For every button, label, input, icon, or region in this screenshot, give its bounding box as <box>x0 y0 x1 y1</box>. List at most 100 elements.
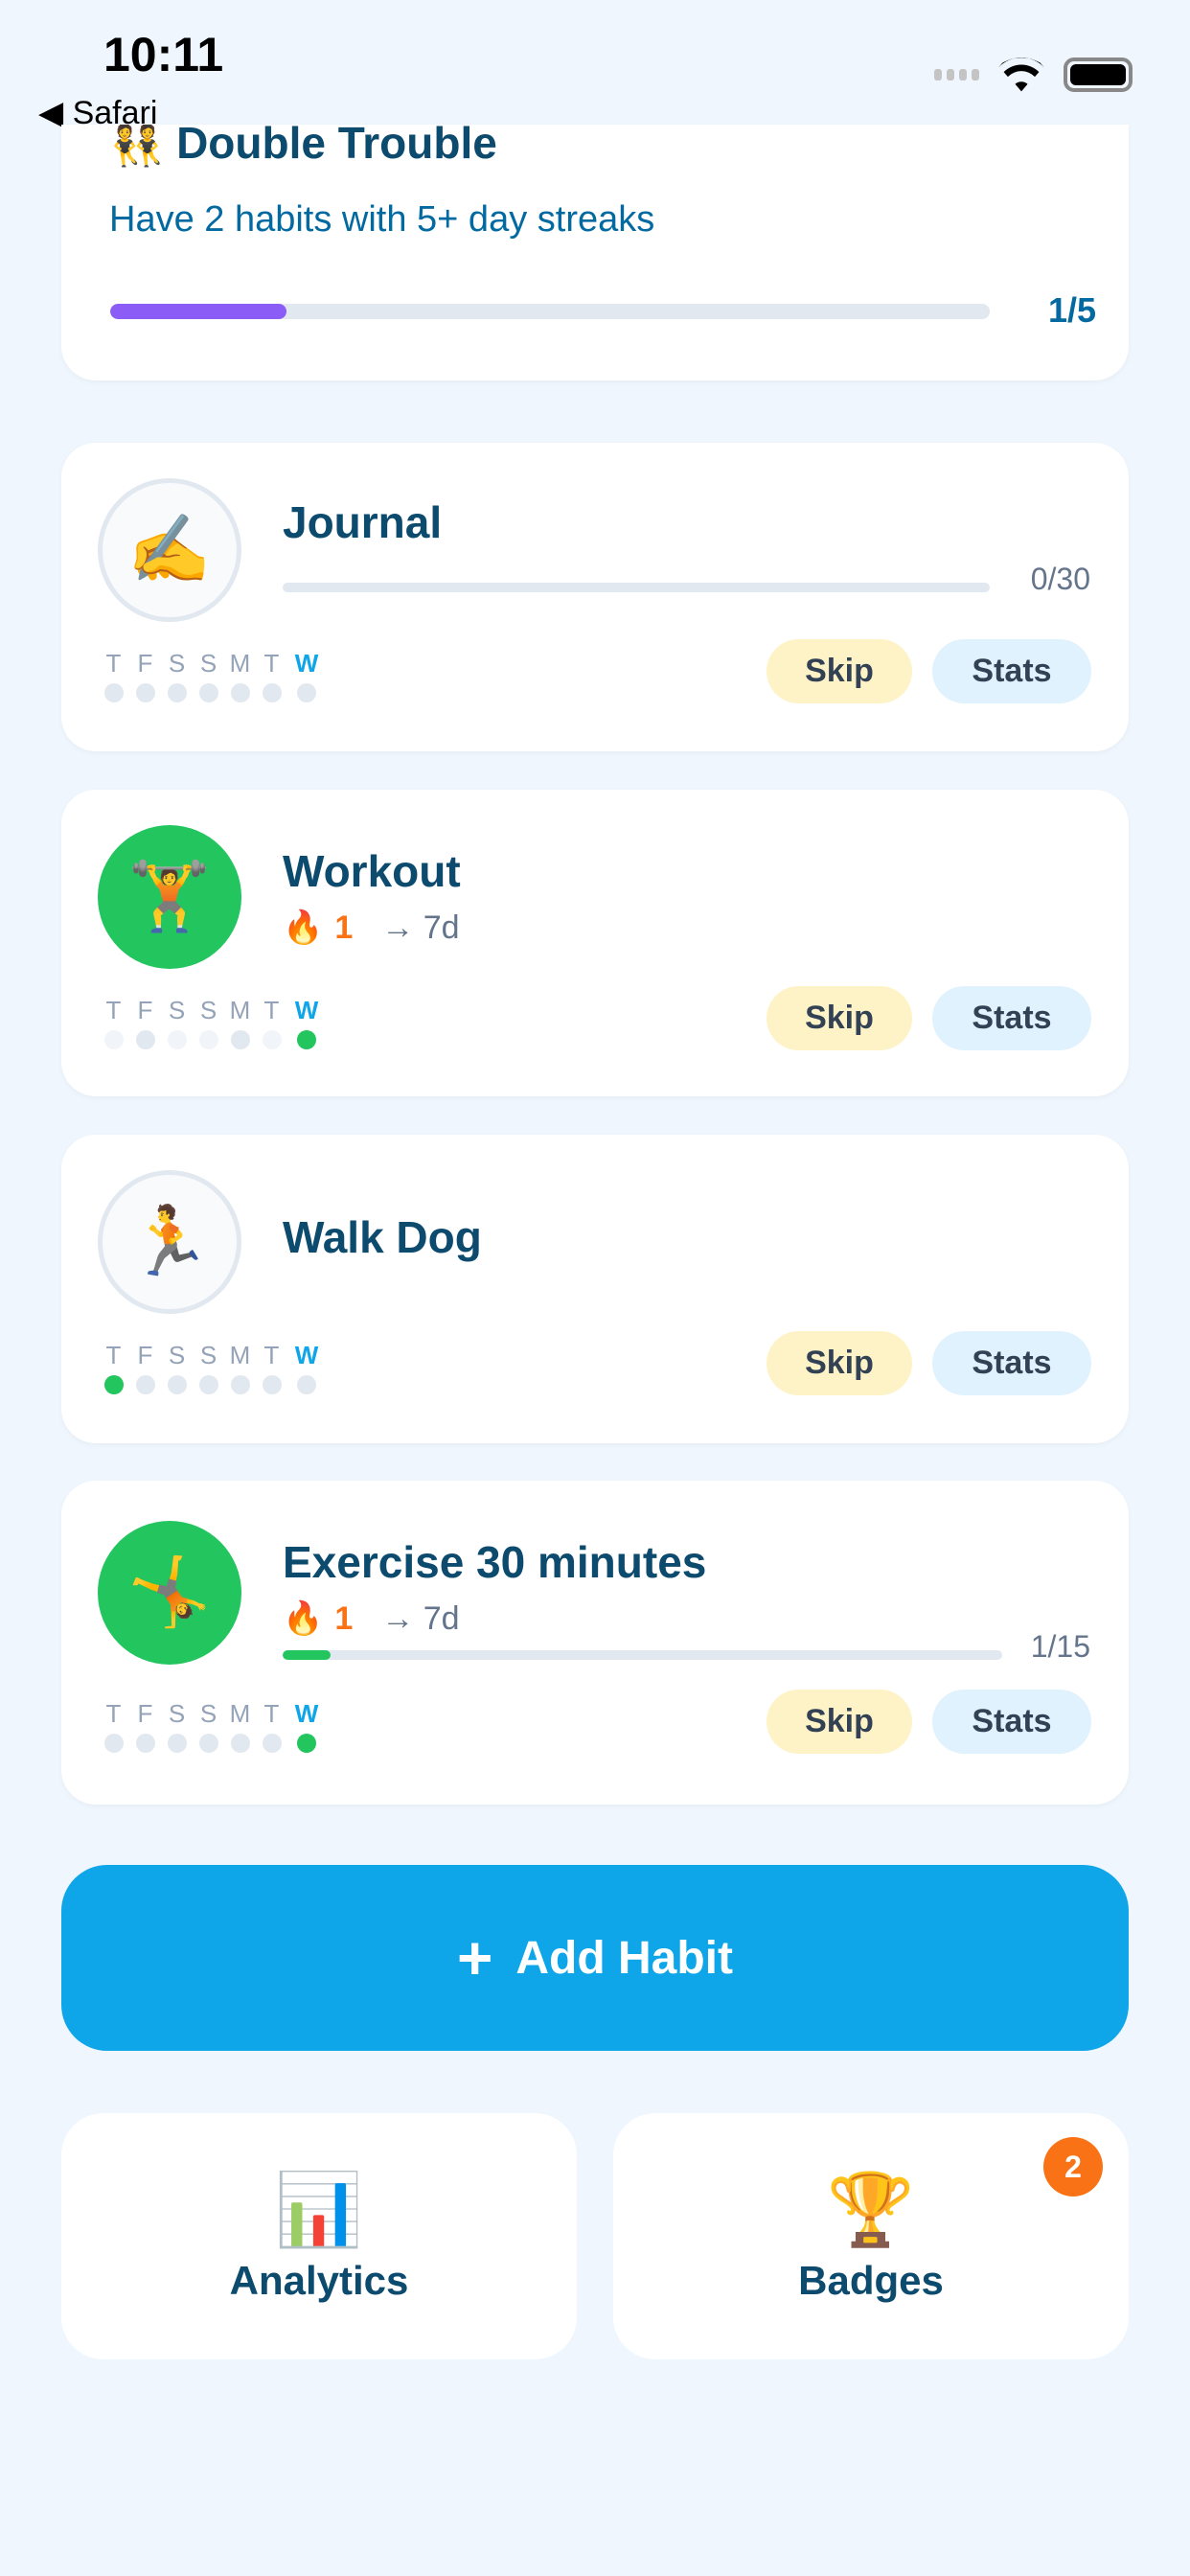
day-label: M <box>229 1341 251 1369</box>
challenge-subtitle: Have 2 habits with 5+ day streaks <box>109 199 655 240</box>
habit-count: 1/15 <box>1030 1629 1090 1664</box>
challenge-title: 👯 Double Trouble <box>109 125 497 170</box>
wifi-icon <box>998 58 1044 92</box>
day-dot-light <box>161 1030 193 1049</box>
bar-chart-icon: 📊 <box>274 2170 364 2249</box>
plus-icon: + <box>456 1923 493 1992</box>
day-dot-done <box>287 1030 326 1049</box>
habit-title: Walk Dog <box>283 1212 482 1262</box>
day-label: S <box>199 649 217 678</box>
day-dot-light <box>193 1030 224 1049</box>
stats-button[interactable]: Stats <box>932 639 1091 703</box>
analytics-label: Analytics <box>229 2258 409 2303</box>
skip-button[interactable]: Skip <box>767 986 912 1050</box>
day-label: S <box>168 1341 186 1369</box>
week-dots <box>98 1734 326 1753</box>
streak-count: 1 <box>334 1599 354 1637</box>
day-label: T <box>263 1699 280 1728</box>
day-dot-missed <box>224 1734 256 1753</box>
habit-card[interactable]: 🏋️ Workout 🔥 1 → 7d T F S S M T W Skip Stats <box>61 790 1129 1096</box>
week-dots <box>98 1030 326 1049</box>
day-label: T <box>105 1699 122 1728</box>
day-label: W <box>294 1341 319 1369</box>
habit-card[interactable]: 🏃 Walk Dog T F S S M T W Skip Stats <box>61 1135 1129 1443</box>
skip-button[interactable]: Skip <box>767 639 912 703</box>
day-dot-missed <box>98 1734 129 1753</box>
day-label: M <box>229 1699 251 1728</box>
analytics-button[interactable]: 📊 Analytics <box>61 2113 577 2359</box>
day-dot-missed <box>193 1734 224 1753</box>
day-dot-done <box>287 1734 326 1753</box>
stats-button[interactable]: Stats <box>932 1690 1091 1754</box>
challenge-progress-bar <box>110 304 990 319</box>
habit-emoji-icon[interactable]: 🏋️ <box>98 825 241 969</box>
day-label: S <box>199 1341 217 1369</box>
day-dot-missed <box>256 1375 287 1394</box>
day-dot-missed <box>129 1375 161 1394</box>
badges-count-badge: 2 <box>1043 2137 1103 2196</box>
day-label: W <box>294 649 319 678</box>
streak-goal: → 7d <box>381 908 460 946</box>
day-label: W <box>294 1699 319 1728</box>
fire-icon: 🔥 <box>283 1600 324 1637</box>
day-label: S <box>168 996 186 1024</box>
day-label: M <box>229 996 251 1024</box>
day-dot-missed <box>98 683 129 702</box>
day-dot-missed <box>129 683 161 702</box>
habit-streak: 🔥 1 → 7d <box>283 1599 460 1638</box>
skip-button[interactable]: Skip <box>767 1690 912 1754</box>
stats-button[interactable]: Stats <box>932 1331 1091 1395</box>
day-label: M <box>229 649 251 678</box>
day-dot-missed <box>161 1734 193 1753</box>
habit-card[interactable]: 🤸 Exercise 30 minutes 🔥 1 → 7d 1/15 T F S S M T W … <box>61 1481 1129 1805</box>
day-dot-missed <box>129 1030 161 1049</box>
signal-icon <box>934 69 979 80</box>
skip-button[interactable]: Skip <box>767 1331 912 1395</box>
trophy-icon: 🏆 <box>826 2170 916 2249</box>
day-label: F <box>137 1699 153 1728</box>
day-label: S <box>199 996 217 1024</box>
status-time: 10:11 <box>103 28 224 81</box>
habit-emoji-icon[interactable]: 🏃 <box>98 1170 241 1314</box>
day-label: T <box>263 996 280 1024</box>
day-dot-missed <box>193 683 224 702</box>
challenge-emoji-icon: 👯 <box>109 125 165 168</box>
habit-title: Exercise 30 minutes <box>283 1537 707 1587</box>
day-label: S <box>199 1699 217 1728</box>
add-habit-button[interactable]: + Add Habit <box>61 1865 1129 2051</box>
day-label: T <box>105 996 122 1024</box>
stats-button[interactable]: Stats <box>932 986 1091 1050</box>
habit-progress-fill <box>283 1650 332 1660</box>
habit-emoji-icon[interactable]: ✍️ <box>98 478 241 622</box>
day-dot-missed <box>161 683 193 702</box>
badges-label: Badges <box>798 2258 944 2303</box>
habit-progress-bar <box>283 583 990 592</box>
challenge-card: 👯 Double Trouble Have 2 habits with 5+ d… <box>61 125 1129 380</box>
habit-count: 0/30 <box>1030 562 1090 596</box>
challenge-count: 1/5 <box>1047 290 1096 330</box>
day-label: F <box>137 1341 153 1369</box>
week-dots <box>98 683 326 702</box>
day-dot-missed <box>287 1375 326 1394</box>
day-dot-missed <box>193 1375 224 1394</box>
fire-icon: 🔥 <box>283 909 324 946</box>
badges-button[interactable]: 🏆 Badges <box>613 2113 1129 2359</box>
day-label: S <box>168 1699 186 1728</box>
challenge-progress-fill <box>110 304 286 319</box>
day-label: T <box>105 1341 122 1369</box>
day-dot-missed <box>256 1734 287 1753</box>
day-dot-missed <box>287 683 326 702</box>
day-label: F <box>137 996 153 1024</box>
battery-icon <box>1064 58 1133 92</box>
day-dot-missed <box>224 683 256 702</box>
habit-emoji-icon[interactable]: 🤸 <box>98 1521 241 1665</box>
add-habit-label: Add Habit <box>515 1932 733 1984</box>
habit-title: Workout <box>283 846 461 896</box>
habit-title: Journal <box>283 497 443 547</box>
habit-card[interactable]: ✍️ Journal 0/30 T F S S M T W Skip Stats <box>61 443 1129 751</box>
habit-streak: 🔥 1 → 7d <box>283 908 460 947</box>
